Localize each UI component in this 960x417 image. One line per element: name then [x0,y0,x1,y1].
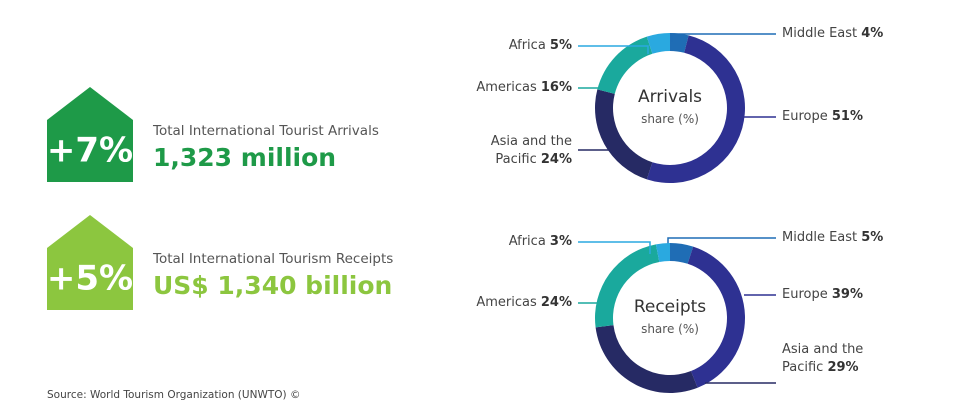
segment-value: 3% [549,234,572,249]
kpi-value: US$ 1,340 billion [153,271,393,300]
segment-name: Asia and the Pacific [490,134,572,167]
segment-label: Americas 24% [476,294,572,312]
kpi-house [47,87,133,182]
donut-segment [597,36,653,94]
segment-value: 16% [540,80,572,95]
kpi-house [47,215,133,310]
segment-name: Americas [476,80,537,95]
segment-name: Africa [508,38,546,53]
donut-title: Arrivals [638,87,702,107]
donut-segment [687,246,745,388]
segment-value: 51% [831,109,863,124]
kpi-label: Total International Tourist Arrivals [153,123,379,139]
kpi-value: 1,323 million [153,143,337,172]
segment-label: Middle East 5% [782,229,883,247]
segment-name: Middle East [782,230,858,245]
donut-segment [646,33,670,54]
donut-subtitle: share (%) [641,112,699,126]
donut-subtitle: share (%) [641,322,699,336]
segment-value: 29% [827,360,859,375]
donut-segment [595,244,660,328]
segment-label: Africa 5% [509,37,572,55]
donut-segment [670,33,689,53]
segment-label: Africa 3% [509,233,572,251]
segment-value: 4% [861,26,884,41]
segment-label: Asia and the Pacific 29% [782,341,902,377]
segment-label: Americas 16% [476,79,572,97]
donut-segment [595,325,698,393]
segment-label: Europe 51% [782,108,863,126]
donut-title: Receipts [634,297,706,317]
donut-segment [646,35,745,183]
segment-value: 24% [540,295,572,310]
kpi-change: +5% [47,259,133,299]
segment-value: 24% [540,152,572,167]
segment-value: 39% [831,287,863,302]
segment-label: Middle East 4% [782,25,883,43]
segment-value: 5% [549,38,572,53]
leader-line [671,33,776,42]
leader-line [578,45,649,54]
segment-name: Middle East [782,26,858,41]
segment-name: Europe [782,287,828,302]
source: Source: World Tourism Organization (UNWT… [47,389,301,401]
segment-label: Asia and the Pacific 24% [452,133,572,169]
donut-segment [595,89,653,180]
kpi-label: Total International Tourism Receipts [153,251,394,267]
leader-line [578,241,651,254]
segment-name: Africa [508,234,546,249]
donut-segment [670,243,694,264]
segment-name: Americas [476,295,537,310]
segment-value: 5% [861,230,884,245]
segment-name: Europe [782,109,828,124]
segment-name: Asia and the Pacific [782,342,864,375]
kpi-change: +7% [47,131,133,171]
donut-segment [655,243,670,263]
segment-label: Europe 39% [782,286,863,304]
